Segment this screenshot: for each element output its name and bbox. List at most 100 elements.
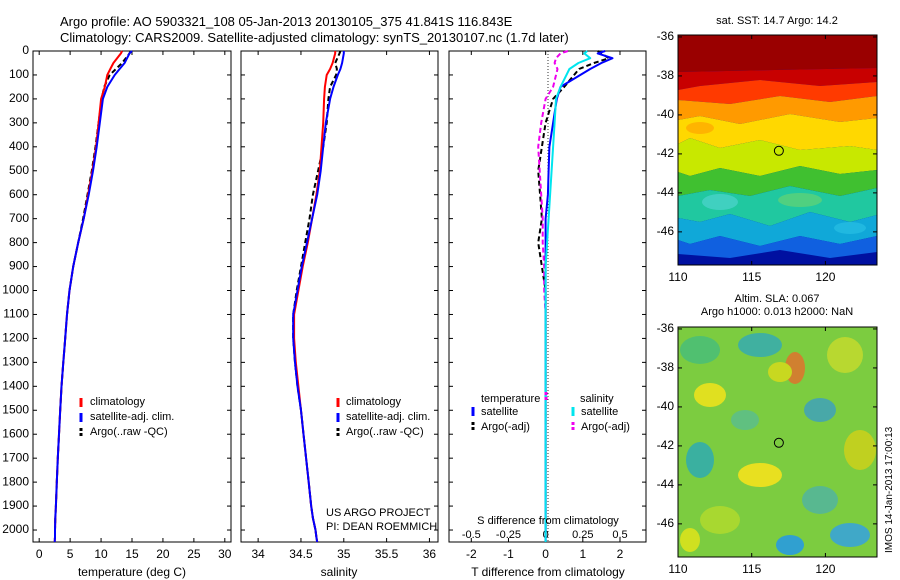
temperature-series <box>53 50 133 543</box>
salinity-axes-frame <box>240 50 439 543</box>
y-tick-label: 1000 <box>2 283 29 297</box>
salinity-x-label: salinity <box>321 565 358 579</box>
sst-map-ticks: 110 115 120 -36 -38 -40 -42 -44 -46 <box>657 29 877 284</box>
header-line1: Argo profile: AO 5903321_108 05-Jan-2013… <box>60 14 513 29</box>
map-y-tick-label: -38 <box>657 360 675 374</box>
x-tick-label: 0 <box>36 547 43 561</box>
imos-timestamp: IMOS 14-Jan-2013 17:00:13 <box>884 426 895 553</box>
legend-title-salinity: salinity <box>580 393 614 405</box>
t-diff-x-label: T difference from climatology <box>471 565 625 579</box>
map-y-tick-label: -46 <box>657 516 675 530</box>
satellite-line <box>292 51 345 543</box>
temperature-x-label: temperature (deg C) <box>78 565 186 579</box>
legend-label-satellite: satellite-adj. clim. <box>346 411 430 423</box>
x-tick-label: 10 <box>94 547 108 561</box>
argo-position-marker <box>773 437 784 448</box>
s-diff-label: S difference from climatology <box>477 515 619 527</box>
x-tick-label: 34.5 <box>289 547 313 561</box>
sst-map-title: sat. SST: 14.7 Argo: 14.2 <box>716 15 838 27</box>
sla-map-title-2: Argo h1000: 0.013 h2000: NaN <box>701 306 853 318</box>
salinity-panel: 34 34.5 35 35.5 36 salinity climatology sate… <box>240 50 439 579</box>
difference-axes-frame <box>448 50 647 543</box>
temperature-axes-frame <box>32 50 232 543</box>
x-tick-label: -2 <box>466 547 477 561</box>
x-tick-label: 0 <box>542 547 549 561</box>
map-y-tick-label: -44 <box>657 477 675 491</box>
legend-label-argo: Argo(..raw -QC) <box>346 426 424 438</box>
sla-map: Altim. SLA: 0.067 Argo h1000: 0.013 h200… <box>657 293 878 576</box>
sla-map-ticks: 110 115 120 -36 -38 -40 -42 -44 -46 <box>657 321 877 576</box>
map-x-tick-label: 120 <box>815 562 835 576</box>
difference-series <box>537 50 614 542</box>
temperature-x-ticks: 0 5 10 15 20 25 30 <box>36 51 232 561</box>
y-tick-label: 500 <box>9 163 29 177</box>
y-tick-label: 900 <box>9 259 29 273</box>
legend-label-satellite: satellite-adj. clim. <box>90 411 174 423</box>
legend-label-climatology: climatology <box>90 396 146 408</box>
y-tick-label: 1400 <box>2 378 29 392</box>
x-tick-label: 20 <box>156 547 170 561</box>
y-tick-label: 1600 <box>2 426 29 440</box>
legend-title-temperature: temperature <box>481 393 540 405</box>
x-tick-label: 30 <box>218 547 232 561</box>
s-tick-label: 0.25 <box>572 529 593 541</box>
sla-heatmap-field <box>678 327 877 557</box>
map-x-tick-label: 110 <box>668 562 687 576</box>
temperature-panel: 0 5 10 15 20 25 30 0 100 200 300 400 500 600 700 800 90… <box>2 43 232 579</box>
map-y-tick-label: -44 <box>657 185 675 199</box>
x-tick-label: -1 <box>503 547 514 561</box>
y-tick-label: 1200 <box>2 331 29 345</box>
legend-label-argo: Argo(..raw -QC) <box>90 426 168 438</box>
x-tick-label: 1 <box>579 547 586 561</box>
y-tick-label: 600 <box>9 187 29 201</box>
sst-map-frame <box>677 34 878 266</box>
header-line2: Climatology: CARS2009. Satellite-adjuste… <box>60 30 569 45</box>
legend-label-s-argo: Argo(-adj) <box>581 421 630 433</box>
y-tick-label: 100 <box>9 67 29 81</box>
temperature-legend: climatology satellite-adj. clim. Argo(..… <box>79 396 174 438</box>
y-tick-label: 800 <box>9 235 29 249</box>
salinity-y-tick-marks <box>241 50 438 531</box>
legend-label-s-satellite: satellite <box>581 406 618 418</box>
map-y-tick-label: -42 <box>657 146 675 160</box>
project-label: US ARGO PROJECT <box>326 507 431 519</box>
sst-map: sat. SST: 14.7 Argo: 14.2 110 115 120 -36 -3… <box>657 15 878 284</box>
map-y-tick-label: -36 <box>657 29 675 43</box>
salinity-x-ticks: 34 34.5 35 35.5 36 <box>251 51 436 561</box>
map-y-tick-label: -40 <box>657 107 675 121</box>
map-x-tick-label: 115 <box>742 270 761 284</box>
map-y-tick-label: -46 <box>657 224 675 238</box>
x-tick-label: 35 <box>337 547 351 561</box>
s-tick-label: 0.5 <box>612 529 627 541</box>
sst-heatmap-field <box>678 35 877 265</box>
y-tick-label: 1100 <box>3 307 29 321</box>
y-tick-label: 1500 <box>2 402 29 416</box>
x-tick-label: 5 <box>67 547 74 561</box>
y-tick-label: 700 <box>9 211 29 225</box>
sla-map-title-1: Altim. SLA: 0.067 <box>735 293 820 305</box>
y-tick-label: 1300 <box>2 355 29 369</box>
s-diff-x-ticks: -0.5 -0.25 0 0.25 0.5 <box>462 529 628 541</box>
map-y-tick-label: -38 <box>657 68 675 82</box>
x-tick-label: 25 <box>187 547 201 561</box>
x-tick-label: 34 <box>251 547 265 561</box>
x-tick-label: 36 <box>423 547 437 561</box>
legend-label-climatology: climatology <box>346 396 402 408</box>
legend-label-t-satellite: satellite <box>481 406 518 418</box>
argo-position-marker <box>773 145 784 156</box>
t-diff-x-ticks: -2 -1 0 1 2 <box>466 51 624 561</box>
y-tick-label: 300 <box>9 115 29 129</box>
map-x-tick-label: 110 <box>668 270 687 284</box>
y-tick-label: 1900 <box>2 498 29 512</box>
map-y-tick-label: -36 <box>657 321 675 335</box>
difference-legend: temperature salinity satellite Argo(-adj… <box>471 392 630 433</box>
difference-y-tick-marks <box>449 50 646 531</box>
salinity-legend: climatology satellite-adj. clim. Argo(..… <box>336 396 430 438</box>
legend-label-t-argo: Argo(-adj) <box>481 421 530 433</box>
pi-label: PI: DEAN ROEMMICH <box>326 521 437 533</box>
x-tick-label: 35.5 <box>375 547 399 561</box>
satellite-line <box>53 50 133 543</box>
salinity-series <box>292 50 345 543</box>
map-x-tick-label: 120 <box>815 270 835 284</box>
